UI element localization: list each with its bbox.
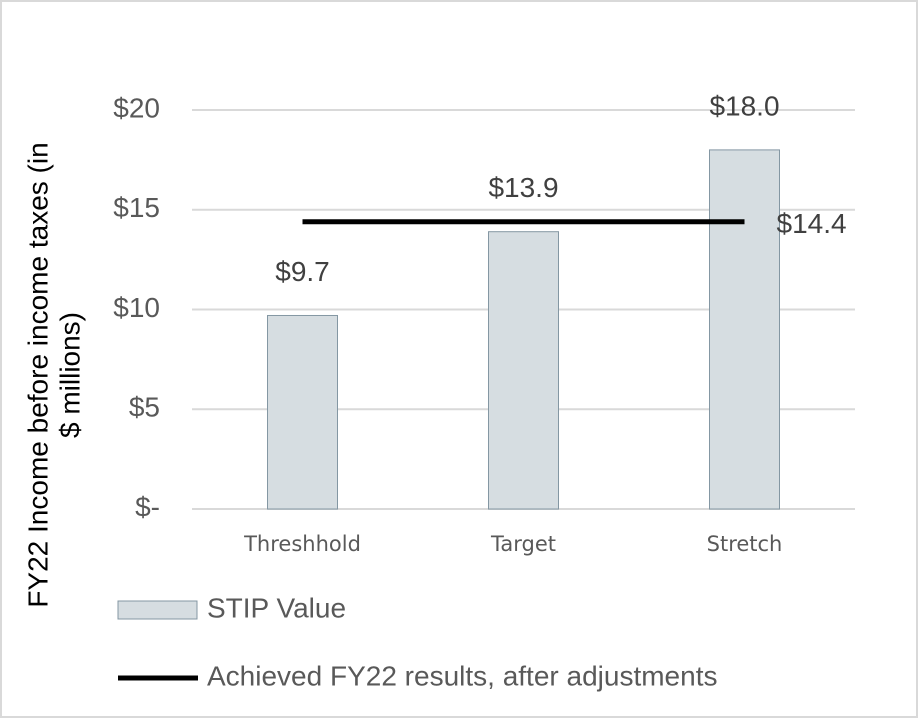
legend-label: STIP Value [207,592,346,623]
data-label: $13.9 [488,172,558,203]
y-axis-title-line: FY22 Income before income taxes (in [22,142,53,607]
x-tick-label: Threshhold [243,532,361,556]
y-axis-title-line: $ millions) [54,312,85,438]
y-tick-label: $5 [129,392,160,423]
data-label: $18.0 [709,90,779,121]
y-tick-label: $15 [113,192,160,223]
y-tick-label: $- [135,491,160,522]
data-label: $14.4 [777,208,847,239]
x-tick-label: Target [490,532,556,556]
x-tick-label: Stretch [707,532,783,556]
y-tick-label: $20 [113,92,160,123]
bar [488,231,559,510]
bar [709,149,780,510]
legend-label: Achieved FY22 results, after adjustments [207,660,717,691]
data-label: $9.7 [275,256,330,287]
legend-swatch [117,600,198,620]
bar [267,314,338,510]
y-tick-label: $10 [113,292,160,323]
y-axis-title: FY22 Income before income taxes (in $ mi… [22,142,85,607]
